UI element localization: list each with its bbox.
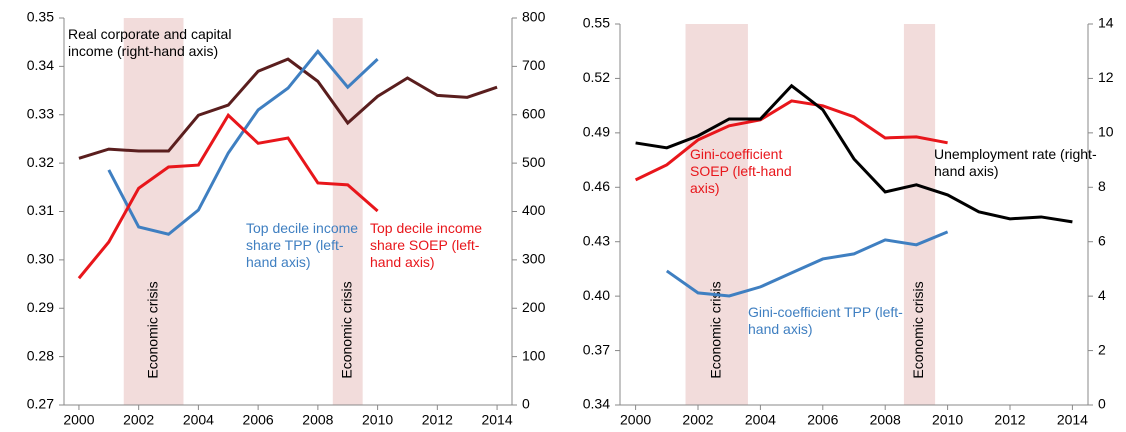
y2-tick-label: 0 <box>1098 396 1106 412</box>
y-tick-label: 0.30 <box>27 251 54 267</box>
x-tick-label: 2014 <box>481 412 512 428</box>
series-label: Top decile income share SOEP (left-hand … <box>370 220 483 270</box>
series-label: Unemployment rate (right-hand axis) <box>934 146 1097 179</box>
x-tick-label: 2006 <box>243 412 274 428</box>
series-label: Gini-coefficient SOEP (left-hand axis) <box>690 146 792 196</box>
y2-tick-label: 12 <box>1098 69 1114 85</box>
x-tick-label: 2002 <box>682 412 713 428</box>
x-tick-label: 2008 <box>870 412 901 428</box>
y-tick-label: 0.43 <box>583 232 610 248</box>
y-tick-label: 0.49 <box>583 124 610 140</box>
x-tick-label: 2010 <box>362 412 393 428</box>
y-tick-label: 0.31 <box>27 202 54 218</box>
series-line <box>107 49 379 236</box>
y2-tick-label: 8 <box>1098 178 1106 194</box>
x-tick-label: 2002 <box>123 412 154 428</box>
crisis-label: Economic crisis <box>707 281 723 378</box>
y-tick-label: 0.29 <box>27 299 54 315</box>
series-label: Real corporate and capital income (right… <box>68 26 232 59</box>
y-tick-label: 0.28 <box>27 347 54 363</box>
x-tick-label: 2004 <box>183 412 214 428</box>
crisis-band <box>123 18 184 405</box>
y2-tick-label: 700 <box>522 57 546 73</box>
y-tick-label: 0.40 <box>583 287 610 303</box>
y2-tick-label: 14 <box>1098 15 1114 31</box>
y-tick-label: 0.32 <box>27 154 54 170</box>
y2-tick-label: 100 <box>522 347 546 363</box>
y-tick-label: 0.52 <box>583 69 610 85</box>
series-label: Top decile income share TPP (left-hand a… <box>246 220 359 270</box>
y-tick-label: 0.35 <box>27 9 54 25</box>
x-tick-label: 2000 <box>620 412 651 428</box>
y-tick-label: 0.46 <box>583 178 610 194</box>
series-label: Gini-coefficient TPP (left-hand axis) <box>748 304 903 337</box>
x-tick-label: 2014 <box>1057 412 1088 428</box>
x-tick-label: 2008 <box>302 412 333 428</box>
series-line <box>634 99 948 182</box>
crisis-label: Economic crisis <box>910 281 926 378</box>
y2-tick-label: 6 <box>1098 232 1106 248</box>
x-tick-label: 2012 <box>994 412 1025 428</box>
y2-tick-label: 600 <box>522 105 546 121</box>
y-tick-label: 0.27 <box>27 396 54 412</box>
series-line <box>77 112 379 280</box>
crisis-band <box>685 24 748 405</box>
series-line <box>635 83 1073 224</box>
x-tick-label: 2004 <box>745 412 776 428</box>
x-tick-label: 2012 <box>422 412 453 428</box>
y2-tick-label: 300 <box>522 251 546 267</box>
y2-tick-label: 400 <box>522 202 546 218</box>
y2-tick-label: 0 <box>522 396 530 412</box>
y-tick-label: 0.34 <box>583 396 610 412</box>
y2-tick-label: 10 <box>1098 124 1114 140</box>
y2-tick-label: 800 <box>522 9 546 25</box>
y-tick-label: 0.55 <box>583 15 610 31</box>
series-line <box>665 230 949 298</box>
y-tick-label: 0.33 <box>27 105 54 121</box>
series-line <box>78 57 498 160</box>
crisis-band <box>332 18 363 405</box>
x-tick-label: 2010 <box>932 412 963 428</box>
x-tick-label: 2006 <box>807 412 838 428</box>
y2-tick-label: 500 <box>522 154 546 170</box>
y2-tick-label: 2 <box>1098 341 1106 357</box>
y-tick-label: 0.34 <box>27 57 54 73</box>
crisis-band <box>903 24 936 405</box>
crisis-label: Economic crisis <box>144 281 160 378</box>
y2-tick-label: 200 <box>522 299 546 315</box>
crisis-label: Economic crisis <box>338 281 354 378</box>
x-tick-label: 2000 <box>63 412 94 428</box>
y2-tick-label: 4 <box>1098 287 1106 303</box>
y-tick-label: 0.37 <box>583 341 610 357</box>
